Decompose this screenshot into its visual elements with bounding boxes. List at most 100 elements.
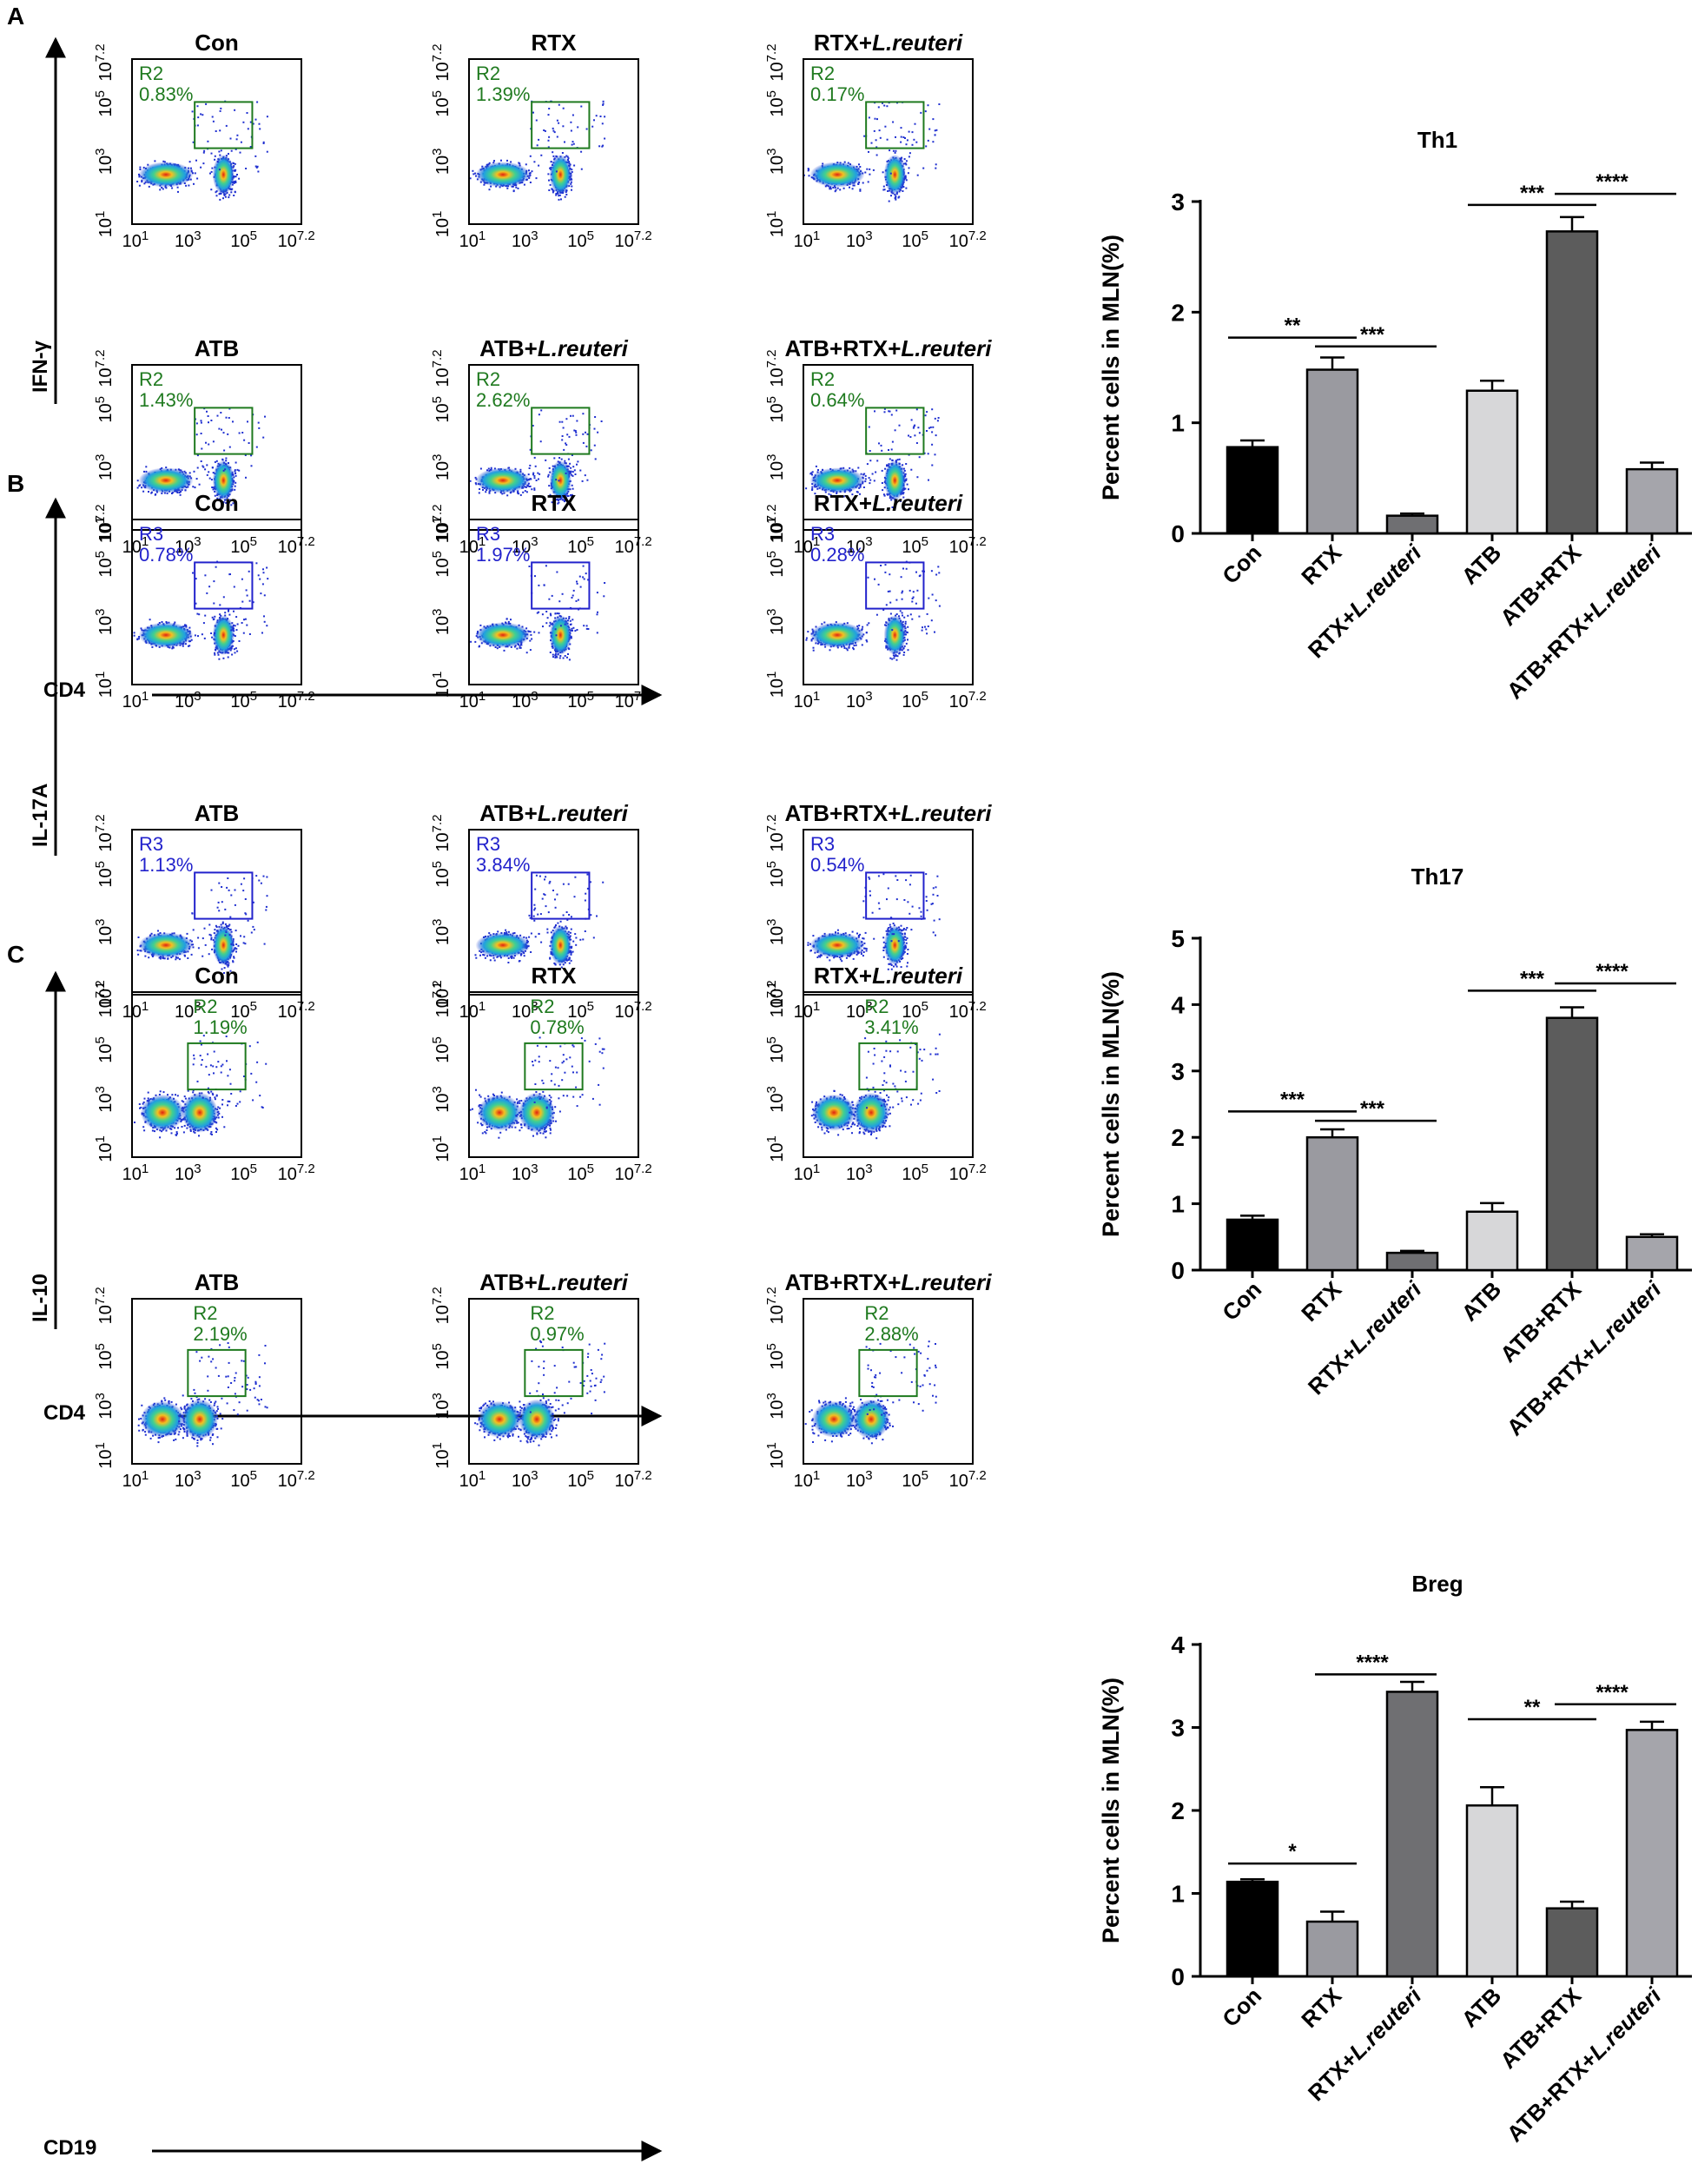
flow-event-dot — [887, 190, 889, 192]
flow-event-dot — [469, 177, 472, 180]
y-tick-label: 105 — [93, 396, 116, 423]
x-tick-label: 107.2 — [615, 534, 652, 557]
flow-event-dot — [531, 170, 533, 173]
flow-event-dot — [220, 149, 222, 152]
y-tick-base: 10 — [96, 524, 116, 543]
flow-event-dot — [567, 159, 569, 161]
flow-event-dot — [602, 100, 605, 103]
flow-event-dot — [570, 182, 572, 185]
flow-event-dot — [864, 474, 867, 477]
flow-event-dot — [581, 480, 584, 482]
flow-event-dot — [867, 181, 869, 183]
y-tick-base: 10 — [433, 461, 453, 480]
flow-event-dot — [572, 466, 575, 468]
flow-event-dot — [811, 487, 814, 490]
flow-event-dot — [506, 494, 509, 497]
gate-percent-label: 1.39% — [476, 83, 530, 105]
flow-event-dot — [590, 449, 592, 452]
flow-event-dot — [595, 115, 598, 117]
flow-plot-events — [469, 409, 603, 505]
flow-event-dot — [585, 445, 588, 447]
flow-event-dot — [570, 470, 572, 473]
flow-event-dot — [600, 420, 603, 422]
flow-plot-title-main: Con — [195, 30, 239, 56]
flow-event-dot — [533, 161, 536, 163]
flow-event-dot — [580, 105, 583, 108]
flow-event-dot — [570, 493, 572, 496]
flow-event-dot — [908, 167, 910, 169]
flow-event-dot — [538, 164, 540, 167]
flow-event-dot — [552, 127, 554, 129]
flow-event-dot — [922, 167, 925, 169]
flow-event-dot — [202, 151, 205, 154]
flow-event-dot — [136, 486, 139, 489]
flow-event-dot — [474, 482, 477, 485]
flow-event-dot — [506, 187, 509, 189]
flow-event-dot — [262, 142, 265, 144]
flow-event-dot — [874, 117, 876, 120]
flow-event-dot — [562, 427, 565, 429]
flow-event-dot — [873, 129, 875, 132]
x-tick-label: 101 — [122, 228, 149, 251]
flow-event-dot — [228, 417, 230, 419]
x-tick-label: 105 — [230, 534, 257, 557]
flow-event-dot — [567, 494, 570, 497]
flow-event-dot — [904, 137, 906, 139]
flow-event-dot — [565, 418, 568, 420]
flow-event-dot — [141, 486, 143, 489]
flow-event-dot — [235, 461, 237, 464]
flow-event-dot — [889, 172, 892, 175]
flow-event-dot — [563, 499, 565, 501]
flow-event-dot — [232, 420, 234, 423]
flow-event-dot — [196, 124, 199, 127]
flow-event-dot — [246, 112, 248, 114]
y-tick-base: 10 — [768, 62, 787, 81]
flow-event-dot — [558, 420, 561, 423]
flow-event-dot — [223, 194, 226, 196]
flow-event-dot — [222, 197, 224, 200]
flow-event-dot — [584, 474, 586, 477]
flow-event-dot — [136, 181, 139, 182]
flow-event-dot — [235, 175, 237, 178]
flow-event-dot — [563, 500, 565, 503]
flow-event-dot — [219, 109, 221, 112]
flow-event-dot — [547, 475, 550, 478]
flow-event-dot — [207, 140, 209, 142]
flow-event-dot — [552, 189, 555, 192]
flow-event-dot — [892, 121, 895, 123]
flow-event-dot — [211, 116, 214, 118]
flow-event-dot — [561, 435, 564, 437]
y-tick-label: 107.2 — [93, 349, 116, 387]
flow-event-dot — [218, 193, 221, 195]
flow-event-dot — [870, 142, 873, 144]
flow-event-dot — [826, 496, 828, 498]
flow-event-dot — [548, 485, 551, 487]
x-tick-exponent: 3 — [865, 228, 872, 243]
x-tick-base: 10 — [949, 232, 968, 251]
flow-event-dot — [207, 415, 209, 417]
flow-event-dot — [902, 136, 905, 138]
flow-event-dot — [872, 169, 875, 171]
flow-event-dot — [256, 165, 259, 168]
flow-event-dot — [212, 440, 215, 443]
gate-rectangle — [865, 101, 925, 149]
flow-event-dot — [188, 184, 190, 187]
flow-event-dot — [228, 407, 231, 410]
flow-event-dot — [179, 493, 182, 496]
flow-plot-title-italic: L.reuteri — [901, 335, 992, 361]
x-tick-base: 10 — [567, 538, 586, 557]
flow-event-dot — [530, 478, 532, 480]
flow-event-dot — [894, 197, 896, 200]
flow-event-dot — [512, 190, 515, 193]
flow-event-dot — [195, 433, 198, 436]
flow-event-dot — [215, 190, 218, 193]
flow-event-dot — [582, 413, 585, 415]
flow-event-dot — [883, 189, 886, 191]
flow-event-dot — [851, 493, 854, 496]
flow-event-dot — [900, 141, 902, 143]
gate-rectangle — [531, 101, 591, 149]
y-tick-base: 10 — [96, 367, 116, 387]
